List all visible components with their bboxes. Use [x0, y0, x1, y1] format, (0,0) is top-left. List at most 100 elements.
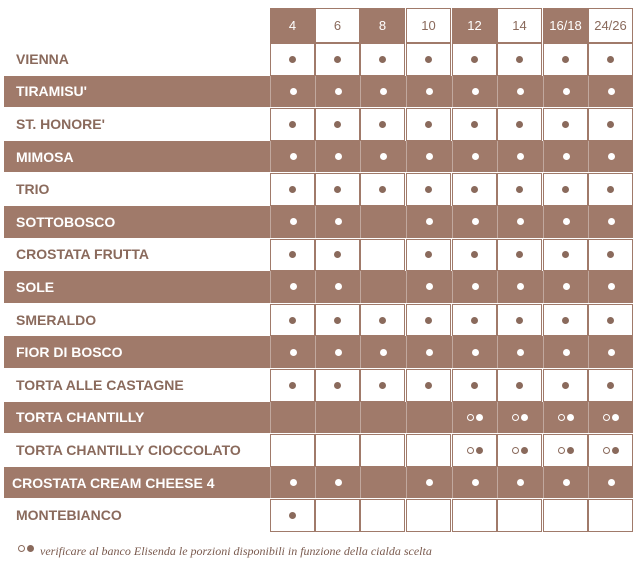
row-band: [4, 466, 633, 499]
available-dot-icon: [562, 479, 570, 487]
size-cell: [452, 140, 497, 173]
size-cell: [315, 43, 360, 76]
row-band: [4, 140, 633, 173]
check-at-counter-icon: [512, 413, 528, 421]
available-dot-icon: [516, 55, 523, 63]
size-cell: [452, 238, 497, 272]
size-cell: [360, 173, 405, 206]
size-cell: [270, 206, 315, 238]
available-dot-icon: [289, 381, 296, 389]
available-dot-icon: [289, 55, 296, 63]
size-cell: [315, 206, 360, 238]
size-cell: [452, 173, 497, 206]
size-cell: [360, 434, 405, 467]
available-dot-icon: [334, 186, 341, 194]
size-cell: [270, 434, 315, 467]
size-cell: [543, 303, 588, 337]
size-cell: [360, 43, 405, 76]
size-cell: [588, 173, 633, 206]
size-header-4: 4: [270, 8, 315, 43]
available-dot-icon: [379, 153, 387, 161]
open-circle-icon: [603, 413, 610, 421]
size-cell: [588, 43, 633, 76]
size-cell: [543, 401, 588, 434]
open-circle-icon: [511, 446, 519, 454]
available-dot-icon: [516, 218, 524, 226]
size-cell: [497, 75, 542, 108]
available-dot-icon: [425, 251, 432, 259]
size-cell: [588, 369, 633, 402]
size-cell: [588, 140, 633, 173]
available-dot-icon: [516, 153, 524, 161]
available-dot-icon: [289, 186, 296, 194]
open-circle-icon: [512, 413, 519, 421]
available-dot-icon: [516, 316, 523, 324]
available-dot-icon: [425, 316, 432, 324]
available-dot-icon: [289, 283, 297, 291]
size-cell: [588, 499, 633, 532]
open-circle-icon: [602, 446, 610, 454]
available-dot-icon: [289, 153, 297, 161]
size-cell: [452, 75, 497, 108]
open-circle-icon: [557, 446, 565, 454]
size-cell: [315, 173, 360, 206]
available-dot-icon: [607, 251, 614, 259]
size-cell: [406, 108, 451, 141]
cake-name: TRIO: [16, 181, 50, 198]
open-circle-icon: [466, 446, 474, 454]
available-dot-icon: [289, 251, 296, 259]
available-dot-icon: [607, 218, 615, 226]
size-cell: [497, 303, 542, 337]
size-cell: [452, 369, 497, 402]
size-cell: [588, 336, 633, 368]
cake-name: TORTA ALLE CASTAGNE: [16, 376, 184, 393]
size-cell: [406, 434, 451, 467]
available-dot-icon: [425, 381, 432, 389]
size-cell: [270, 369, 315, 402]
size-cell: [270, 108, 315, 141]
cake-name: MIMOSA: [16, 148, 74, 165]
size-cell: [406, 336, 451, 368]
size-cell: [315, 75, 360, 108]
size-cell: [315, 434, 360, 467]
available-dot-icon: [334, 283, 342, 291]
available-dot-icon: [562, 186, 569, 194]
size-cell: [452, 206, 497, 238]
size-cell: [588, 466, 633, 499]
available-dot-icon: [471, 348, 479, 356]
available-dot-icon: [516, 381, 523, 389]
size-cell: [452, 401, 497, 434]
size-cell: [543, 238, 588, 272]
size-cell: [452, 108, 497, 141]
available-dot-icon: [471, 120, 478, 128]
size-cell: [270, 466, 315, 499]
open-circle-icon: [467, 413, 474, 421]
size-cell: [543, 499, 588, 532]
available-dot-icon: [379, 348, 387, 356]
available-dot-icon: [516, 120, 523, 128]
row-band: [4, 206, 633, 238]
size-cell: [315, 336, 360, 368]
size-cell: [497, 206, 542, 238]
available-dot-icon: [289, 348, 297, 356]
cake-name: SOTTOBOSCO: [16, 213, 116, 230]
filled-circle-icon: [476, 413, 483, 421]
filled-circle-icon: [567, 413, 574, 421]
filled-circle-icon: [611, 446, 619, 454]
available-dot-icon: [607, 153, 615, 161]
cake-name: TIRAMISU': [16, 83, 87, 100]
size-cell: [452, 43, 497, 76]
size-cell: [406, 271, 451, 303]
available-dot-icon: [562, 316, 569, 324]
available-dot-icon: [334, 251, 341, 259]
row-band: [4, 336, 633, 368]
size-cell: [406, 43, 451, 76]
available-dot-icon: [607, 186, 614, 194]
cake-name: VIENNA: [16, 50, 69, 67]
size-cell: [543, 466, 588, 499]
available-dot-icon: [562, 218, 570, 226]
size-cell: [497, 271, 542, 303]
available-dot-icon: [607, 87, 615, 95]
size-cell: [543, 140, 588, 173]
size-cell: [497, 108, 542, 141]
